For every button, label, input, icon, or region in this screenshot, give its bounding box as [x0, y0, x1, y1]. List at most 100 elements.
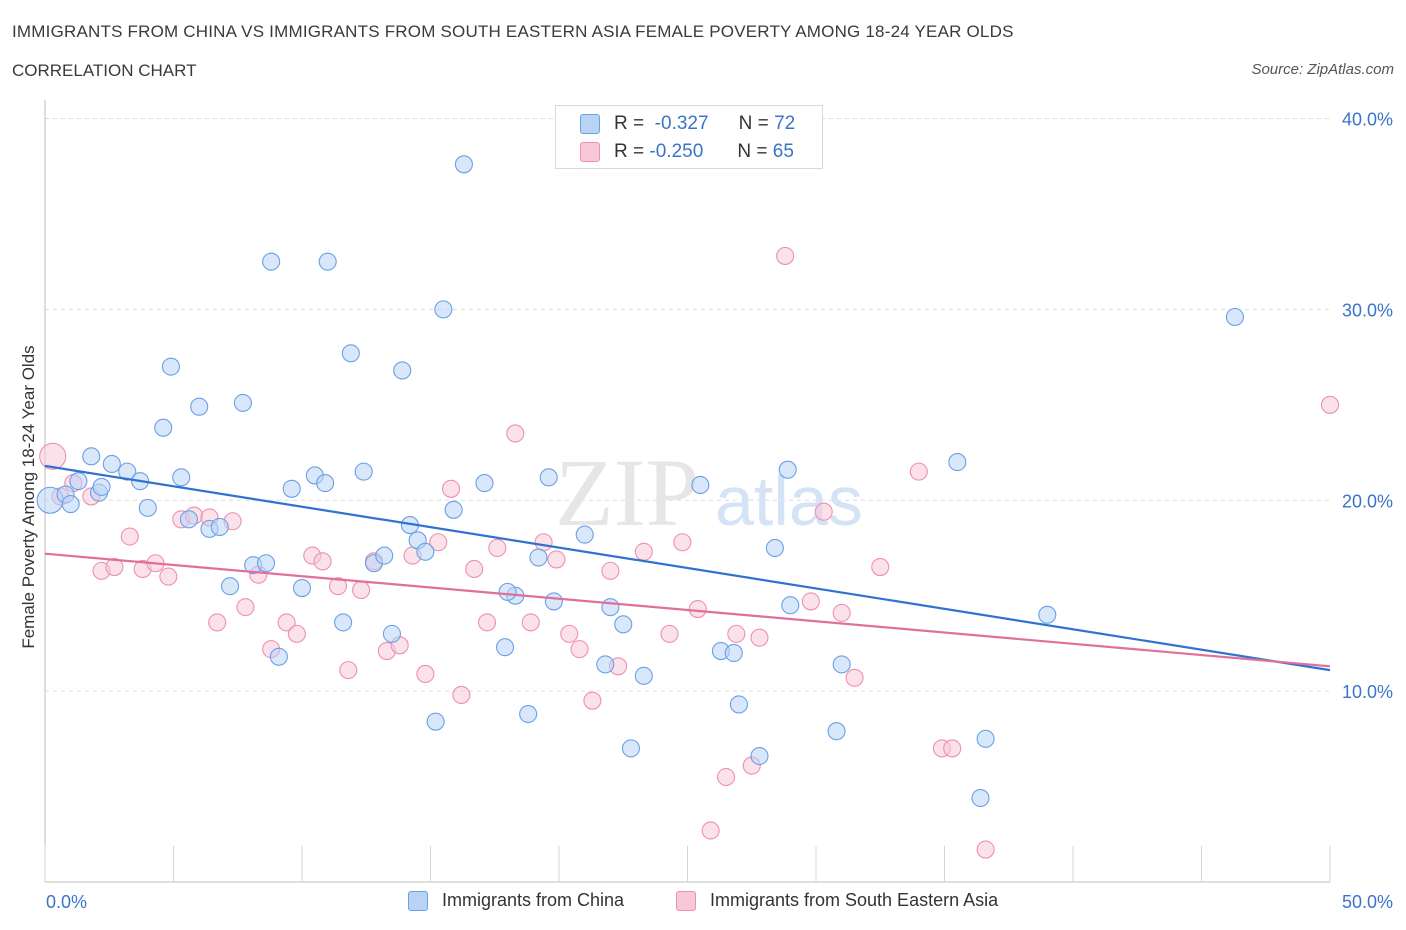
china-point-44 — [495, 638, 515, 657]
sea-point-39 — [547, 550, 566, 569]
sea-point-18 — [277, 613, 296, 632]
china-point-34 — [382, 624, 402, 643]
china-point-60 — [750, 746, 769, 766]
sea-point-51 — [727, 624, 746, 643]
china-point-35 — [393, 361, 412, 380]
china-point-23 — [269, 647, 288, 666]
sea-point-38 — [534, 533, 553, 552]
bottom-legend-swatch-china — [408, 890, 428, 911]
legend-swatch-sea — [580, 142, 600, 162]
china-point-69 — [1038, 605, 1057, 624]
legend-r-label: R = — [614, 141, 645, 162]
china-point-29 — [334, 613, 353, 632]
sea-point-23 — [339, 661, 358, 680]
sea-point-30 — [429, 533, 448, 552]
china-point-31 — [354, 462, 373, 481]
sea-point-47 — [673, 533, 692, 552]
sea-point-40 — [560, 624, 579, 643]
china-point-53 — [614, 615, 633, 634]
legend-sea-n: 65 — [772, 141, 794, 162]
legend-row-sea: R = -0.250 N = 65 — [580, 141, 794, 163]
legend-row-china: R = -0.327 N = 72 — [580, 113, 795, 135]
sea-point-62 — [943, 739, 962, 758]
china-point-49 — [544, 592, 563, 611]
sea-point-59 — [871, 558, 890, 577]
sea-point-22 — [328, 577, 348, 596]
sea-point-58 — [845, 668, 864, 687]
china-point-8 — [118, 462, 137, 481]
tick-labels: 10.0% 20.0% 30.0% 40.0% 0.0% 50.0% — [46, 110, 1393, 913]
china-point-56 — [691, 475, 710, 495]
china-point-24 — [282, 479, 301, 498]
sea-point-36 — [506, 424, 525, 443]
sea-point-42 — [583, 691, 602, 710]
china-point-66 — [948, 453, 967, 472]
china-point-3 — [69, 472, 88, 491]
sea-point-0 — [39, 442, 67, 470]
china-point-12 — [161, 357, 180, 376]
china-point-50 — [575, 525, 594, 544]
china-point-71 — [498, 582, 517, 601]
y-axis-label: Female Poverty Among 18-24 Year Olds — [19, 345, 38, 648]
china-point-52 — [601, 598, 620, 617]
china-point-6 — [92, 477, 111, 496]
china-point-40 — [434, 300, 453, 319]
watermark-zip: ZIP — [555, 439, 699, 546]
china-point-39 — [426, 712, 445, 731]
sea-point-31 — [442, 479, 461, 498]
y-tick-label-30: 30.0% — [1342, 300, 1393, 320]
sea-point-46 — [660, 624, 679, 643]
legend-china-n: 72 — [774, 113, 796, 134]
china-point-51 — [596, 655, 615, 674]
y-tick-label-10: 10.0% — [1342, 682, 1393, 702]
bottom-legend-china: Immigrants from China — [408, 890, 624, 911]
trend-line-sea — [44, 552, 1331, 668]
china-point-21 — [256, 554, 276, 573]
sea-point-57 — [832, 603, 851, 622]
legend-n-label: N = — [738, 113, 769, 134]
china-point-67 — [971, 788, 990, 808]
sea-point-35 — [488, 538, 507, 558]
sea-point-63 — [976, 840, 995, 859]
series-sea-points — [39, 246, 1340, 859]
legend-china-r: -0.327 — [654, 113, 709, 134]
sea-point-55 — [801, 592, 820, 611]
china-point-64 — [827, 722, 846, 741]
china-point-14 — [179, 510, 198, 529]
sea-point-24 — [352, 580, 371, 600]
china-point-41 — [444, 500, 463, 519]
china-point-2 — [61, 495, 80, 514]
x-tick-label-0: 0.0% — [46, 892, 87, 912]
sea-point-19 — [287, 624, 306, 643]
china-point-4 — [82, 447, 101, 466]
china-point-61 — [765, 538, 784, 558]
sea-point-50 — [716, 767, 736, 787]
sea-point-5 — [105, 558, 124, 577]
sea-point-56 — [814, 502, 833, 521]
bottom-legend-swatch-sea — [676, 890, 696, 911]
china-point-10 — [138, 498, 157, 517]
legend-n-label: N = — [737, 141, 768, 162]
sea-point-29 — [416, 664, 435, 683]
sea-point-54 — [776, 246, 795, 265]
china-point-55 — [634, 666, 653, 685]
china-point-38 — [416, 542, 435, 561]
china-point-65 — [832, 655, 851, 674]
sea-point-6 — [120, 527, 139, 546]
sea-point-9 — [159, 567, 178, 586]
bottom-legend-sea: Immigrants from South Eastern Asia — [676, 890, 998, 911]
china-point-54 — [621, 739, 641, 758]
china-point-7 — [102, 454, 121, 474]
china-point-63 — [781, 596, 800, 615]
china-point-19 — [233, 393, 252, 412]
sea-point-13 — [208, 613, 227, 632]
china-point-11 — [154, 418, 173, 437]
china-point-22 — [262, 252, 281, 271]
sea-point-53 — [750, 628, 769, 647]
sea-point-64 — [1320, 395, 1340, 414]
china-point-59 — [729, 695, 748, 714]
watermark: ZIP atlas — [555, 439, 863, 546]
sea-point-43 — [601, 561, 620, 580]
x-tick-label-50: 50.0% — [1342, 892, 1393, 912]
